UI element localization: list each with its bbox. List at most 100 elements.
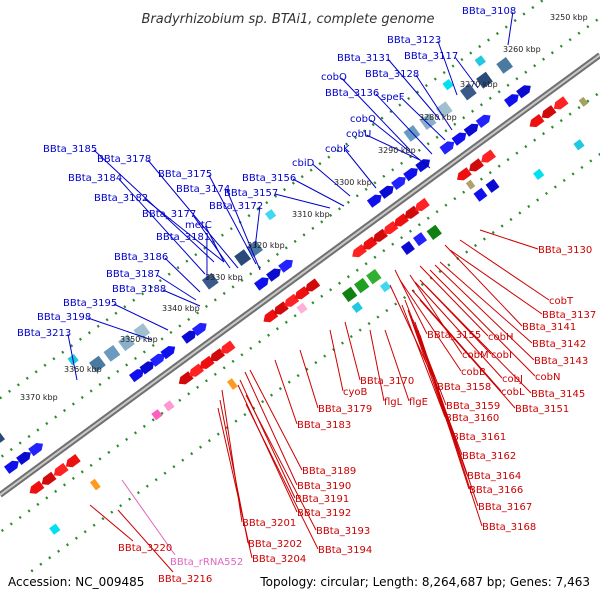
gene-label: BBta_3191 bbox=[295, 494, 349, 505]
leader-line bbox=[424, 284, 532, 394]
gene-label: cobL bbox=[501, 387, 525, 398]
grad-feature-3 bbox=[118, 334, 135, 352]
tick-label: 3320 kbp bbox=[247, 241, 285, 250]
leader-line bbox=[366, 134, 421, 161]
cyan-feature-0 bbox=[49, 523, 61, 535]
leader-line bbox=[419, 334, 483, 527]
green-feature-0 bbox=[341, 286, 358, 303]
gene-label: BBta_3136 bbox=[325, 88, 379, 99]
gene-label: cbiD bbox=[292, 158, 315, 169]
revArrow-feature-2 bbox=[53, 462, 69, 476]
cyan-feature-3 bbox=[442, 79, 454, 91]
revArrow-feature-26 bbox=[553, 96, 569, 110]
gene-label: BBta_3192 bbox=[297, 508, 351, 519]
grad-feature-9 bbox=[419, 113, 437, 130]
pink-feature-0 bbox=[151, 409, 163, 421]
gene-label: BBta_3183 bbox=[297, 420, 351, 431]
pink-feature-2 bbox=[296, 302, 308, 314]
fwdArrow-feature-21 bbox=[504, 94, 519, 108]
leader-line bbox=[299, 349, 319, 409]
leader-line bbox=[192, 214, 231, 269]
grad-feature-12 bbox=[476, 71, 493, 89]
fwdArrow-feature-4 bbox=[139, 361, 155, 375]
grad-feature-0 bbox=[0, 432, 5, 443]
leader-line bbox=[208, 174, 257, 265]
map-title: Bradyrhizobium sp. BTAi1, complete genom… bbox=[141, 12, 434, 27]
grad-feature-2 bbox=[103, 345, 121, 362]
fwdArrow-feature-11 bbox=[278, 259, 293, 273]
leader-line bbox=[164, 257, 201, 293]
leader-line bbox=[419, 299, 516, 409]
leader-line bbox=[399, 279, 462, 372]
leader-line bbox=[217, 407, 253, 559]
gene-label: flgE bbox=[409, 397, 428, 408]
leader-line bbox=[369, 329, 385, 402]
leader-line bbox=[439, 261, 533, 344]
grad-feature-11 bbox=[460, 83, 477, 101]
grad-feature-5 bbox=[201, 272, 219, 290]
fwdArrow-feature-8 bbox=[191, 322, 207, 337]
cyan-feature-1 bbox=[351, 301, 363, 313]
grad-feature-4 bbox=[133, 323, 151, 340]
genome-stats-text: Topology: circular; Length: 8,264,687 bp… bbox=[259, 575, 590, 589]
leader-line bbox=[429, 269, 536, 377]
gene-label: BBta_3177 bbox=[142, 209, 196, 220]
tick-label: 3300 kbp bbox=[334, 178, 372, 187]
tick-label: 3310 kbp bbox=[292, 210, 330, 219]
gene-label: BBta_3182 bbox=[94, 193, 148, 204]
gene-label: cobT bbox=[549, 296, 574, 307]
leader-line bbox=[384, 329, 410, 402]
leader-line bbox=[67, 333, 78, 381]
revArrow-feature-22 bbox=[469, 158, 484, 172]
green-feature-2 bbox=[366, 269, 382, 285]
leader-line bbox=[329, 329, 344, 392]
leader-line bbox=[147, 159, 239, 269]
gene-label: BBta_3166 bbox=[469, 485, 523, 496]
leader-line bbox=[415, 74, 453, 131]
leader-line bbox=[387, 58, 441, 121]
gene-label: BBta_3157 bbox=[224, 188, 278, 199]
gene-label: BBta_3195 bbox=[63, 298, 117, 309]
gene-label: BBta_3194 bbox=[318, 545, 372, 556]
gene-label: flgL bbox=[384, 397, 403, 408]
fwdArrow-feature-19 bbox=[463, 123, 479, 137]
grad-feature-13 bbox=[496, 57, 513, 74]
revArrow-feature-24 bbox=[529, 114, 545, 128]
gene-label: BBta_3187 bbox=[106, 269, 160, 280]
revArrow-feature-3 bbox=[65, 454, 81, 468]
tan-feature-1 bbox=[578, 96, 589, 107]
leader-line bbox=[117, 509, 174, 573]
fwdArrow-feature-18 bbox=[451, 132, 467, 146]
green-feature-3 bbox=[426, 224, 442, 240]
leader-line bbox=[89, 504, 134, 542]
leader-line bbox=[237, 384, 298, 513]
leader-line bbox=[118, 178, 206, 275]
leader-line bbox=[254, 206, 261, 249]
grad-feature-10 bbox=[435, 101, 453, 119]
backbone-highlight bbox=[0, 54, 600, 496]
gene-label: BBta_3151 bbox=[515, 404, 569, 415]
gene-label: BBta_3161 bbox=[452, 432, 506, 443]
leader-line bbox=[414, 281, 503, 379]
leader-line bbox=[437, 40, 458, 96]
green-feature-1 bbox=[354, 277, 370, 294]
leader-line bbox=[156, 274, 197, 301]
leader-line bbox=[434, 264, 535, 361]
gene-label: BBta_3168 bbox=[482, 522, 536, 533]
leader-line bbox=[244, 371, 298, 486]
gene-label: BBta_3137 bbox=[542, 310, 596, 321]
gene-label: BBta_3178 bbox=[97, 154, 151, 165]
fwdArrow-feature-13 bbox=[379, 185, 394, 199]
leader-line bbox=[370, 119, 431, 169]
fwdArrow-feature-22 bbox=[516, 85, 531, 99]
leader-line bbox=[414, 321, 470, 490]
fwdArrow-feature-2 bbox=[28, 443, 43, 457]
leader-line bbox=[121, 479, 176, 556]
orange-feature-1 bbox=[227, 378, 238, 390]
revArrow-feature-23 bbox=[481, 149, 496, 163]
tick-label: 3280 kbp bbox=[419, 113, 457, 122]
leader-line bbox=[113, 303, 169, 331]
leader-line bbox=[401, 97, 446, 141]
gene-label: BBta_3216 bbox=[158, 574, 212, 585]
